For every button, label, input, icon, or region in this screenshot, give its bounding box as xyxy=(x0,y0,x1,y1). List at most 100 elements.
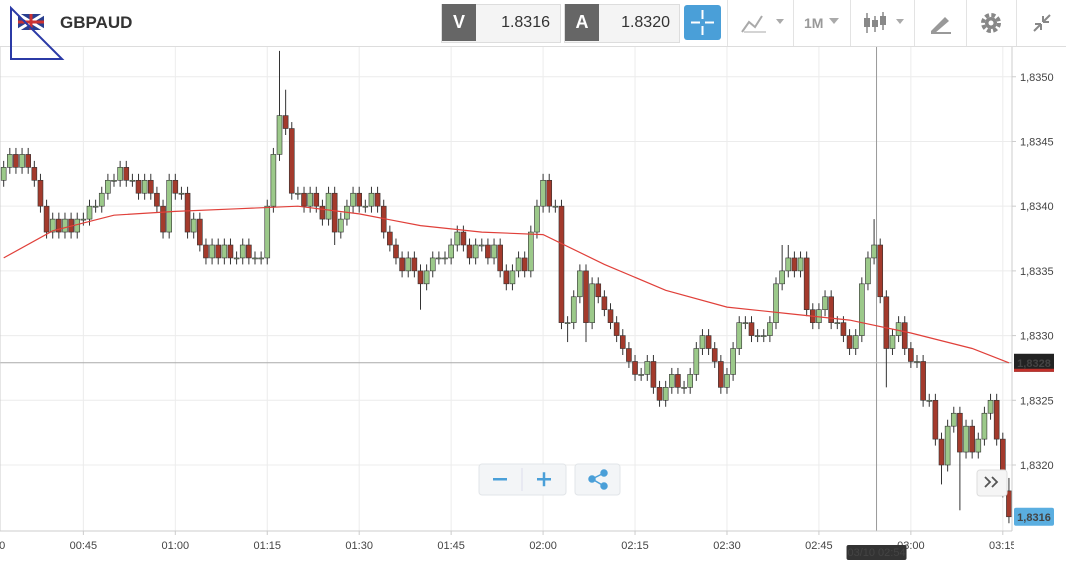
candle-body xyxy=(147,179,154,194)
candle-body xyxy=(221,244,228,259)
candle-body xyxy=(865,257,871,285)
x-tick-label: 00:30 xyxy=(0,540,5,552)
last-price-badge xyxy=(1014,507,1054,526)
candle-body xyxy=(748,322,755,336)
candle-body xyxy=(926,399,933,402)
candle-body xyxy=(920,361,926,401)
candle-body xyxy=(840,322,847,336)
candle-body xyxy=(724,374,730,388)
zoom-in[interactable] xyxy=(537,472,551,487)
candle-body xyxy=(558,205,565,323)
candle-body xyxy=(129,179,136,182)
candle-body xyxy=(509,270,516,285)
candle-body xyxy=(822,296,828,311)
candle-body xyxy=(497,244,503,272)
candle-body xyxy=(98,192,105,207)
last-price-label: 1,8316 xyxy=(1017,512,1051,524)
candle-body xyxy=(687,374,693,388)
candle-body xyxy=(301,192,307,207)
candle-body xyxy=(859,283,865,336)
candle-body xyxy=(577,270,583,298)
candle-body xyxy=(834,322,841,324)
candle-body xyxy=(387,231,393,246)
candle-body xyxy=(239,244,246,259)
candle-body xyxy=(313,192,320,207)
candle-body xyxy=(215,244,222,259)
draw-tool-button[interactable] xyxy=(928,12,954,34)
candle-body xyxy=(650,361,657,388)
candle-body xyxy=(141,179,148,194)
candle-body xyxy=(368,192,375,207)
separator xyxy=(727,0,728,46)
candle-body xyxy=(638,374,644,376)
candle-body xyxy=(730,348,736,375)
scroll-right[interactable] xyxy=(976,469,1008,497)
candle-body xyxy=(429,257,436,272)
candle-body xyxy=(0,167,7,181)
y-tick-label: 1,8330 xyxy=(1020,331,1054,343)
y-tick-label: 1,8335 xyxy=(1020,266,1054,278)
candle-body xyxy=(19,154,25,168)
candle-body xyxy=(534,205,540,233)
x-tick-label: 02:30 xyxy=(713,540,741,552)
share-box xyxy=(574,463,621,496)
crosshair-x-badge xyxy=(846,545,907,560)
candle-body xyxy=(154,192,160,207)
candle-body xyxy=(190,218,197,233)
candle-body xyxy=(233,257,240,260)
chart-type-button[interactable] xyxy=(740,12,786,34)
candle-body xyxy=(264,205,271,259)
candle-body xyxy=(969,425,975,453)
candle-body xyxy=(203,244,209,259)
candle-body xyxy=(662,387,669,401)
zoom-controls xyxy=(478,463,621,496)
candle-body xyxy=(828,296,834,323)
candle-body xyxy=(718,361,724,388)
y-tick-label: 1,8325 xyxy=(1020,395,1054,407)
candle-body xyxy=(105,179,111,194)
candle-body xyxy=(589,283,595,323)
toolbar: GBPAUD V 1.8316 A 1.8320 1M xyxy=(0,0,1066,47)
settings-button[interactable] xyxy=(979,11,1003,35)
zoom-out[interactable] xyxy=(493,478,507,481)
candle-body xyxy=(92,205,99,208)
crosshair-x-label: 03/10 02:54 xyxy=(847,547,905,559)
separator xyxy=(850,0,851,46)
share-button[interactable] xyxy=(588,469,608,490)
candle-body xyxy=(331,192,338,233)
candle-body xyxy=(932,399,939,440)
candle-body xyxy=(338,218,344,233)
candle-body xyxy=(914,361,920,363)
candle-body xyxy=(448,244,454,259)
candle-body xyxy=(62,218,68,233)
candle-body xyxy=(742,322,749,324)
candle-body xyxy=(950,412,957,427)
candle-body xyxy=(583,270,589,323)
candle-body xyxy=(803,257,810,311)
collapse-button[interactable] xyxy=(1030,11,1054,35)
candle-body xyxy=(895,322,902,336)
candle-style-button[interactable] xyxy=(862,10,908,36)
x-tick-label: 03:15 xyxy=(989,540,1017,552)
candle-body xyxy=(325,192,332,220)
candle-body xyxy=(515,257,522,272)
candle-body xyxy=(908,348,914,362)
crosshair-button[interactable] xyxy=(684,5,721,40)
candle-body xyxy=(86,205,93,220)
candle-body xyxy=(166,179,172,233)
candle-body xyxy=(184,192,191,233)
candle-body xyxy=(423,270,430,285)
candle-body xyxy=(442,257,448,260)
symbol: GBPAUD xyxy=(60,13,133,32)
candle-body xyxy=(258,257,264,260)
timeframe[interactable]: 1M xyxy=(804,15,824,31)
candle-body xyxy=(791,257,798,272)
x-tick-label: 01:30 xyxy=(345,540,373,552)
candle-body xyxy=(252,257,258,260)
candle-body xyxy=(938,438,945,466)
candle-body xyxy=(49,218,56,233)
candle-body xyxy=(901,322,908,349)
candle-body xyxy=(632,361,638,375)
candle-body xyxy=(626,348,632,362)
